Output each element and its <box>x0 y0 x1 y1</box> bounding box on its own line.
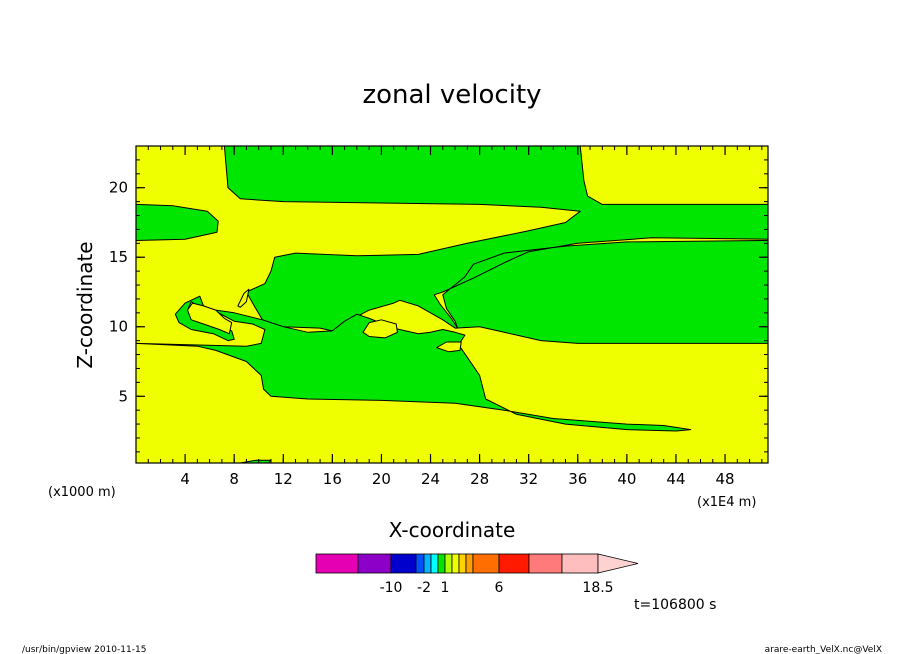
chart-title: zonal velocity <box>362 80 541 110</box>
x-tick-label: 16 <box>323 470 342 488</box>
colorbar-tick-label: -2 <box>417 580 431 596</box>
x-axis-label: X-coordinate <box>389 518 516 542</box>
contour-region-0 <box>136 146 768 344</box>
x-tick-label: 4 <box>180 470 190 488</box>
colorbar: -10 -2 1 6 18.5 <box>315 553 639 596</box>
plot-frame <box>135 145 769 464</box>
contour-island-1 <box>237 288 250 308</box>
colorbar-arrow <box>597 553 639 574</box>
contour-region-1 <box>136 295 692 432</box>
y-tick-label: 15 <box>109 248 128 266</box>
footer-right: arare-earth_VelX.nc@VelX <box>765 645 882 654</box>
colorbar-swatch-7 <box>444 553 453 574</box>
colorbar-tick-label: 1 <box>441 580 450 596</box>
colorbar-swatch-6 <box>437 553 446 574</box>
y-tick-label: 5 <box>118 387 128 405</box>
colorbar-swatch-3 <box>415 553 425 574</box>
footer-left: /usr/bin/gpview 2010-11-15 <box>22 645 146 654</box>
colorbar-swatch-9 <box>458 553 467 574</box>
colorbar-swatch-2 <box>390 553 417 574</box>
time-annotation: t=106800 s <box>634 597 716 613</box>
colorbar-swatch-12 <box>498 553 530 574</box>
x-tick-label: 40 <box>617 470 636 488</box>
x-tick-label: 32 <box>519 470 538 488</box>
colorbar-swatch-8 <box>451 553 460 574</box>
colorbar-tick-label: -10 <box>380 580 403 596</box>
x-tick-label: 24 <box>421 470 440 488</box>
colorbar-swatch-13 <box>528 553 563 574</box>
contour-region-2 <box>136 203 219 241</box>
colorbar-swatch-4 <box>423 553 432 574</box>
x-tick-label: 28 <box>470 470 489 488</box>
colorbar-swatch-5 <box>430 553 439 574</box>
x-tick-label: 12 <box>274 470 293 488</box>
y-axis-label: Z-coordinate <box>73 241 97 368</box>
colorbar-swatch-0 <box>315 553 359 574</box>
colorbar-swatch-14 <box>561 553 599 574</box>
contour-island-2 <box>362 319 398 339</box>
x-tick-label: 8 <box>229 470 239 488</box>
y-tick-label: 10 <box>109 318 128 336</box>
colorbar-swatch-1 <box>357 553 392 574</box>
x-tick-label: 44 <box>666 470 685 488</box>
x-tick-label: 36 <box>568 470 587 488</box>
colorbar-swatch-10 <box>465 553 474 574</box>
x-unit-right-label: (x1E4 m) <box>697 495 756 510</box>
x-unit-left-label: (x1000 m) <box>48 485 116 500</box>
contour-island-0 <box>187 302 233 335</box>
x-tick-label: 48 <box>716 470 735 488</box>
x-tick-label: 20 <box>372 470 391 488</box>
colorbar-tick-label: 6 <box>495 580 504 596</box>
colorbar-swatch-11 <box>472 553 500 574</box>
y-tick-label: 20 <box>109 179 128 197</box>
colorbar-tick-label: 18.5 <box>582 580 613 596</box>
contour-island-3 <box>436 341 462 353</box>
